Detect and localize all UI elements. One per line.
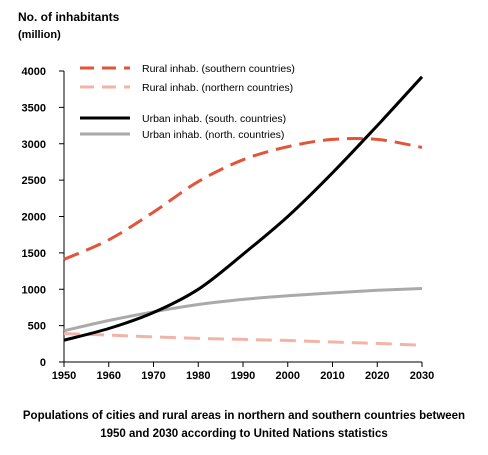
- y-axis-unit-label: (million): [18, 29, 61, 41]
- x-tick-label: 1950: [52, 370, 76, 382]
- x-tick-label: 2020: [365, 370, 389, 382]
- legend-urban-southern-label: Urban inhab. (south. countries): [142, 113, 286, 125]
- series-urban-southern: [63, 75, 424, 342]
- series-rural-southern: [63, 136, 423, 261]
- x-tick-label: 2030: [410, 370, 434, 382]
- legend-rural-northern-label: Rural inhab. (northern countries): [142, 82, 293, 94]
- y-axis-label: No. of inhabitants: [18, 10, 120, 24]
- y-tick-label: 1500: [22, 248, 46, 260]
- y-tick-label: 0: [40, 357, 46, 369]
- y-tick-label: 2500: [22, 175, 46, 187]
- axes: 0 500 1000 1500 2000 2500 3000 3500 4000 1950 1960…: [22, 66, 435, 382]
- legend: Rural inhab. (southern countries) Rural i…: [80, 63, 295, 141]
- y-tick-label: 1000: [22, 284, 46, 296]
- x-tick-label: 1960: [97, 370, 121, 382]
- y-tick-label: 2000: [22, 212, 46, 224]
- y-tick-label: 4000: [22, 66, 46, 78]
- caption-line-1: Populations of cities and rural areas in…: [22, 410, 466, 422]
- legend-urban-northern-label: Urban inhab. (north. countries): [142, 129, 284, 141]
- series-lines: [63, 75, 424, 347]
- caption-line-2: 1950 and 2030 according to United Nation…: [100, 428, 388, 440]
- x-tick-label: 1970: [141, 370, 165, 382]
- y-tick-label: 3000: [22, 139, 46, 151]
- line-chart: 0 500 1000 1500 2000 2500 3000 3500 4000 1950 1960…: [22, 63, 435, 382]
- series-rural-northern: [63, 332, 423, 347]
- x-tick-label: 1980: [186, 370, 210, 382]
- legend-rural-southern-label: Rural inhab. (southern countries): [142, 63, 295, 75]
- x-tick-label: 2010: [320, 370, 344, 382]
- y-tick-label: 500: [28, 321, 46, 333]
- x-tick-label: 1990: [231, 370, 255, 382]
- y-tick-label: 3500: [22, 102, 46, 114]
- series-urban-northern: [63, 287, 423, 333]
- x-tick-label: 2000: [276, 370, 300, 382]
- figure-caption: Populations of cities and rural areas in…: [0, 407, 488, 443]
